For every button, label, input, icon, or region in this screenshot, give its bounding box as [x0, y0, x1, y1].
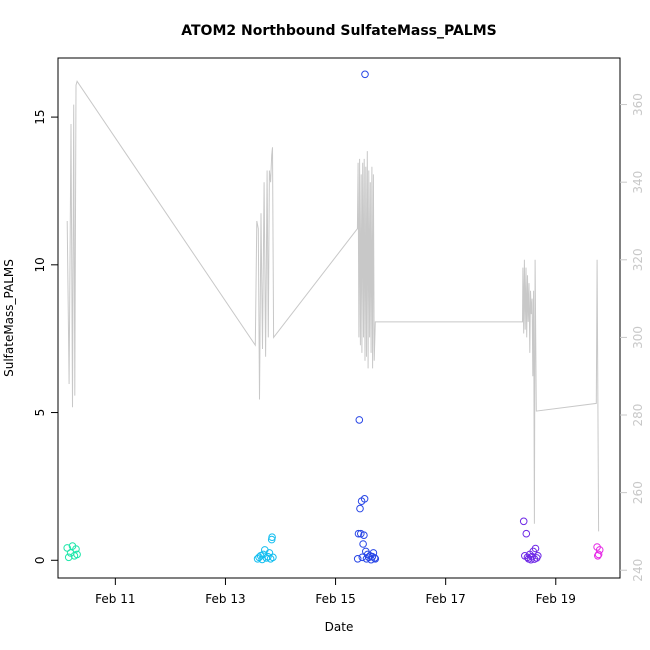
data-point — [519, 517, 528, 526]
data-point — [64, 553, 73, 562]
y-tick-label: 15 — [33, 109, 47, 124]
y-tick-label: 10 — [33, 257, 47, 272]
y-tick-label: 5 — [33, 409, 47, 417]
chart-title: ATOM2 Northbound SulfateMass_PALMS — [181, 23, 496, 39]
data-point — [354, 529, 363, 538]
plot-frame — [57, 57, 621, 579]
data-point — [72, 545, 80, 553]
data-point — [370, 554, 379, 562]
data-point — [266, 555, 275, 563]
y2-tick-label: 280 — [631, 404, 645, 427]
y2-tick-label: 240 — [631, 559, 645, 582]
data-point — [534, 552, 542, 560]
data-point — [522, 529, 531, 538]
data-point — [353, 555, 362, 563]
y-axis: 0 5 10 15 — [33, 109, 58, 564]
x-tick-label: Feb 11 — [95, 592, 135, 606]
y2-tick-label: 360 — [631, 93, 645, 116]
x-tick-label: Feb 15 — [315, 592, 355, 606]
data-point — [269, 553, 277, 562]
data-point — [63, 544, 71, 552]
x-tick-label: Feb 13 — [205, 592, 245, 606]
y2-tick-label: 300 — [631, 326, 645, 349]
data-point — [595, 546, 604, 554]
x-axis: Feb 11 Feb 13 Feb 15 Feb 17 Feb 19 — [95, 578, 576, 606]
y-axis-label: SulfateMass_PALMS — [2, 259, 16, 377]
y-tick-label: 0 — [33, 556, 47, 564]
y2-axis: 240 260 280 300 320 340 360 — [620, 93, 645, 582]
data-point — [73, 550, 81, 559]
y2-tick-label: 340 — [631, 171, 645, 194]
y2-tick-label: 320 — [631, 248, 645, 271]
data-point — [360, 495, 369, 503]
data-point — [356, 504, 364, 513]
points-layer — [63, 70, 604, 564]
secondary-line — [66, 80, 600, 532]
x-tick-label: Feb 17 — [425, 592, 465, 606]
data-point — [355, 416, 364, 424]
x-axis-label: Date — [325, 620, 354, 634]
data-point — [361, 70, 369, 79]
data-point — [371, 555, 380, 563]
data-point — [528, 552, 536, 561]
data-point — [359, 540, 367, 548]
data-point — [594, 550, 603, 559]
data-point — [268, 533, 276, 542]
data-point — [360, 531, 368, 540]
x-tick-label: Feb 19 — [536, 592, 576, 606]
secondary-line-layer — [66, 80, 600, 532]
y2-tick-label: 260 — [631, 481, 645, 504]
data-point — [531, 544, 540, 553]
